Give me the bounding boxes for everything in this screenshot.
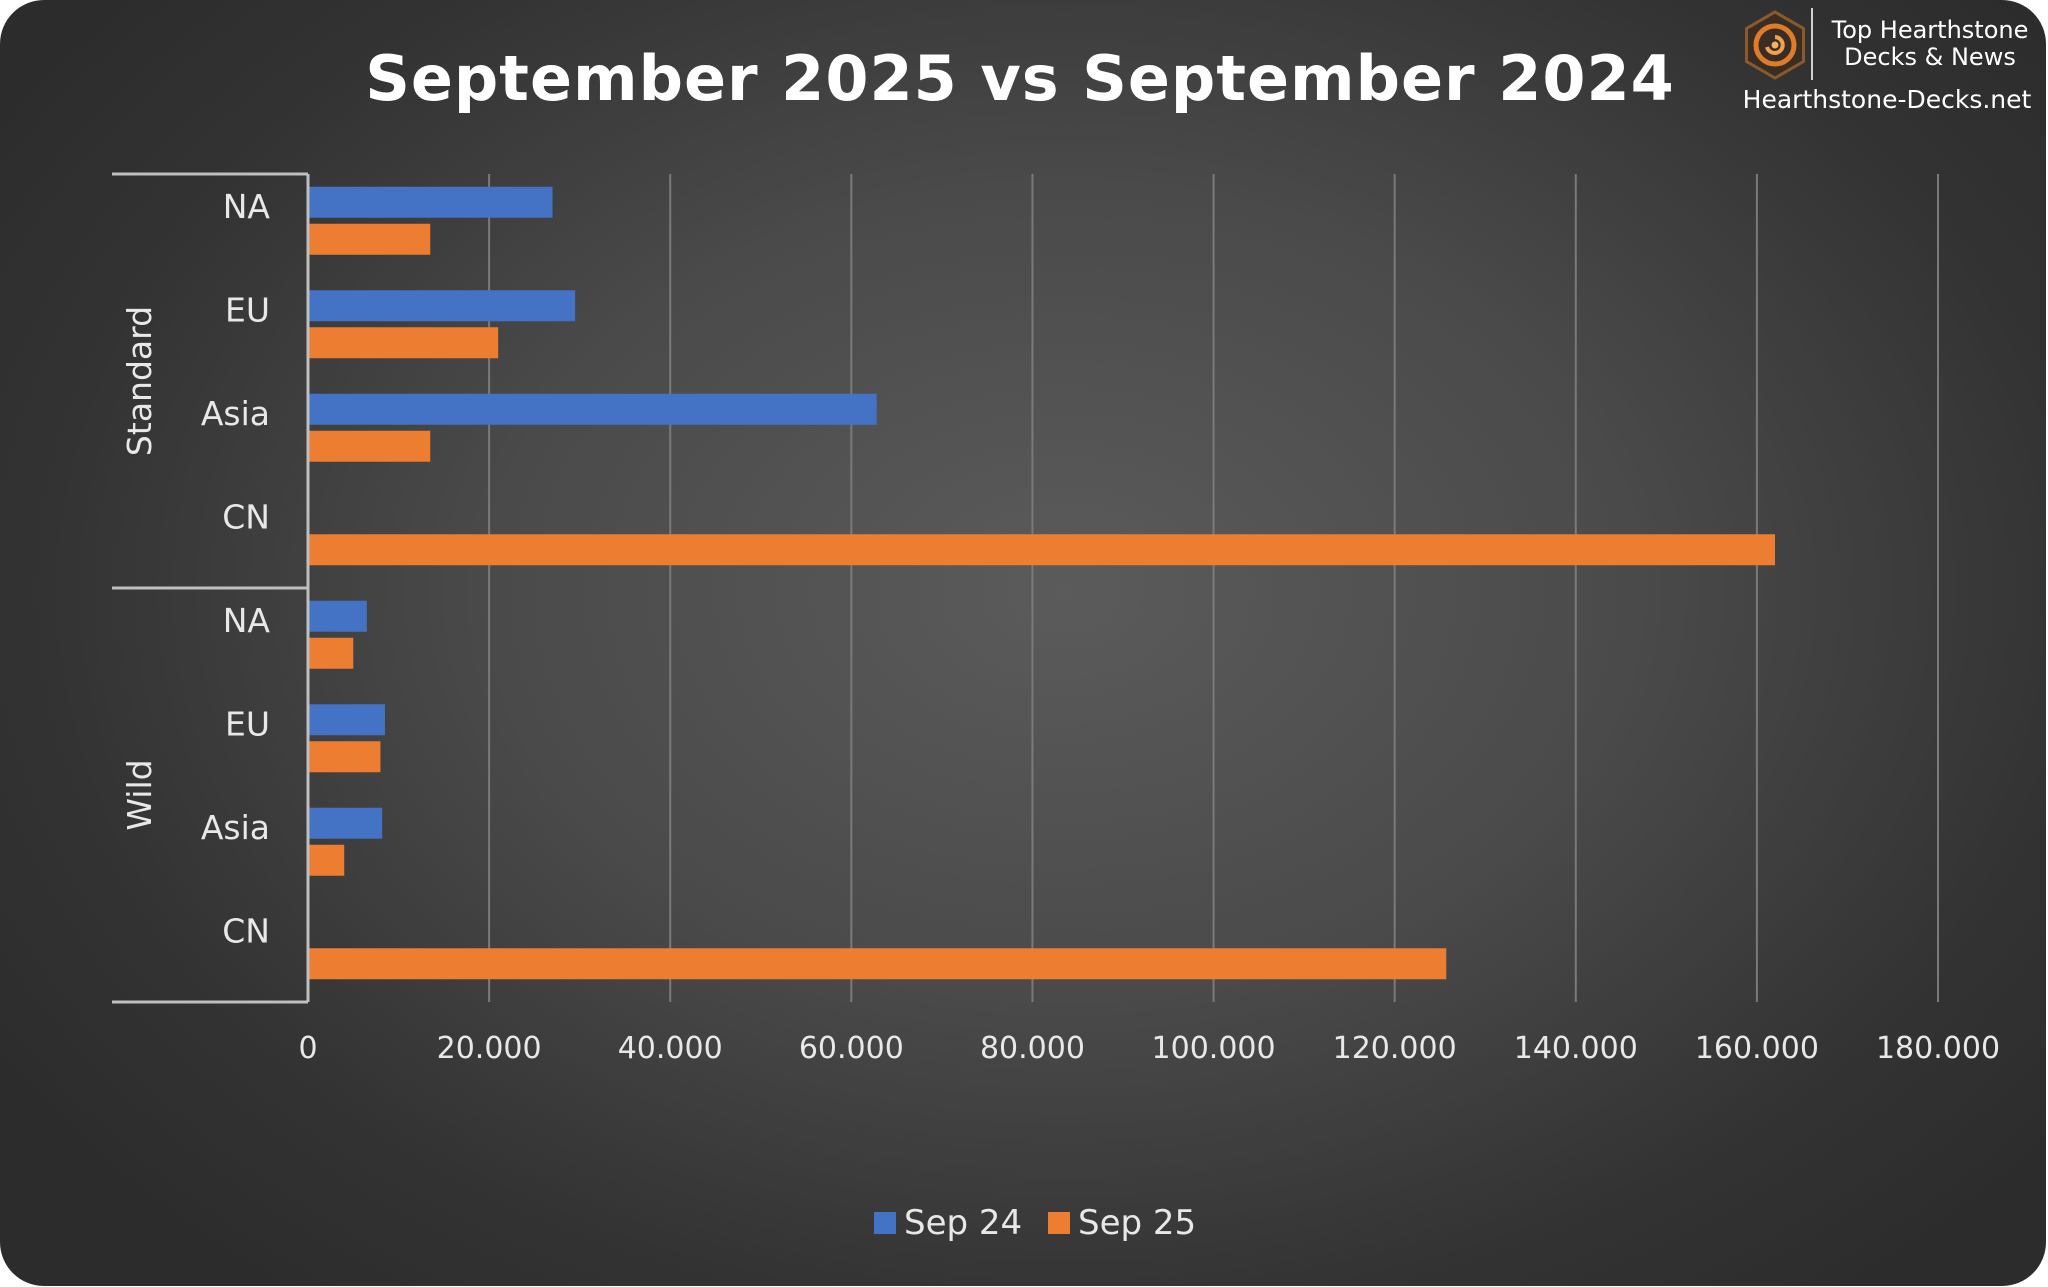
x-tick-label: 80.000: [980, 1031, 1085, 1066]
bar-sep-24: [308, 807, 383, 839]
x-tick-label: 60.000: [799, 1031, 904, 1066]
bar-sep-25: [308, 741, 381, 773]
brand-url: Hearthstone-Decks.net: [1743, 85, 2032, 114]
group-labels: Standard Wild: [120, 306, 159, 831]
bar-sep-25: [308, 844, 345, 876]
brand-tagline-1: Top Hearthstone: [1831, 16, 2029, 44]
category-labels: NA EU Asia CN NA EU Asia CN: [201, 187, 271, 951]
group-label: Wild: [120, 759, 159, 830]
bar-sep-25: [308, 637, 354, 669]
category-label: Asia: [201, 394, 270, 433]
category-label: NA: [223, 601, 271, 640]
category-label: NA: [223, 187, 271, 226]
category-label: CN: [222, 911, 270, 950]
x-tick-label: 40.000: [618, 1031, 723, 1066]
category-label: EU: [225, 704, 270, 743]
x-tick-label: 100.000: [1152, 1031, 1276, 1066]
bar-sep-25: [308, 534, 1775, 566]
bar-sep-25: [308, 223, 431, 255]
hearthstone-logo-icon: [1745, 10, 1805, 80]
axes: [112, 172, 310, 1004]
x-tick-label: 140.000: [1514, 1031, 1638, 1066]
bar-sep-25: [308, 430, 431, 462]
legend-swatch: [1048, 1212, 1070, 1234]
x-axis-tick-labels: 0 20.000 40.000 60.000 80.000 100.000 120.000 1…: [298, 1031, 2000, 1066]
brand-tagline-2: Decks & News: [1844, 43, 2016, 71]
legend-swatch: [874, 1212, 896, 1234]
bar-sep-24: [308, 393, 877, 425]
legend-label: Sep 24: [904, 1203, 1022, 1243]
bar-sep-25: [308, 327, 499, 359]
chart-title: September 2025 vs September 2024: [365, 42, 1675, 115]
legend: Sep 24 Sep 25: [874, 1203, 1196, 1243]
category-label: EU: [225, 290, 270, 329]
x-tick-label: 180.000: [1876, 1031, 2000, 1066]
bars: [308, 186, 1775, 980]
brand-watermark: Top Hearthstone Decks & News Hearthstone…: [1743, 8, 2032, 114]
x-tick-label: 160.000: [1695, 1031, 1819, 1066]
x-tick-label: 0: [298, 1031, 317, 1066]
bar-sep-24: [308, 186, 553, 218]
x-tick-label: 20.000: [437, 1031, 542, 1066]
legend-label: Sep 25: [1078, 1203, 1196, 1243]
bar-sep-25: [308, 948, 1447, 980]
category-label: Asia: [201, 808, 270, 847]
group-label: Standard: [120, 306, 159, 456]
gridlines: [488, 174, 1939, 1002]
bar-sep-24: [308, 704, 385, 736]
x-tick-label: 120.000: [1333, 1031, 1457, 1066]
bar-sep-24: [308, 600, 367, 632]
category-label: CN: [222, 497, 270, 536]
bar-sep-24: [308, 290, 576, 322]
